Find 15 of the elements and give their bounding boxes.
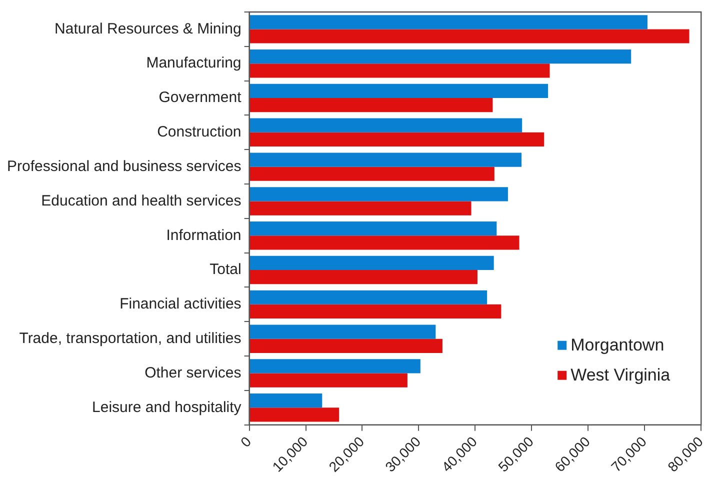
y-tick-label: Government — [158, 89, 242, 106]
y-tick-label: Construction — [157, 124, 242, 141]
y-tick-label: Leisure and hospitality — [92, 398, 242, 416]
y-tick-label: Manufacturing — [146, 54, 242, 72]
y-tick-label: Professional and business services — [6, 158, 242, 175]
legend-label: West Virginia — [570, 366, 671, 385]
y-tick-label: Natural Resources & Mining — [54, 20, 242, 38]
y-tick-label: Trade, transportation, and utilities — [19, 330, 242, 347]
y-tick-label: Education and health services — [41, 192, 242, 210]
y-tick-label: Other services — [144, 364, 242, 382]
y-tick-label: Financial activities — [120, 296, 242, 313]
legend-label: Morgantown — [570, 336, 664, 355]
x-tick-label: 0 — [237, 433, 254, 450]
y-tick-label: Information — [166, 226, 242, 244]
y-tick-label: Total — [210, 261, 242, 278]
